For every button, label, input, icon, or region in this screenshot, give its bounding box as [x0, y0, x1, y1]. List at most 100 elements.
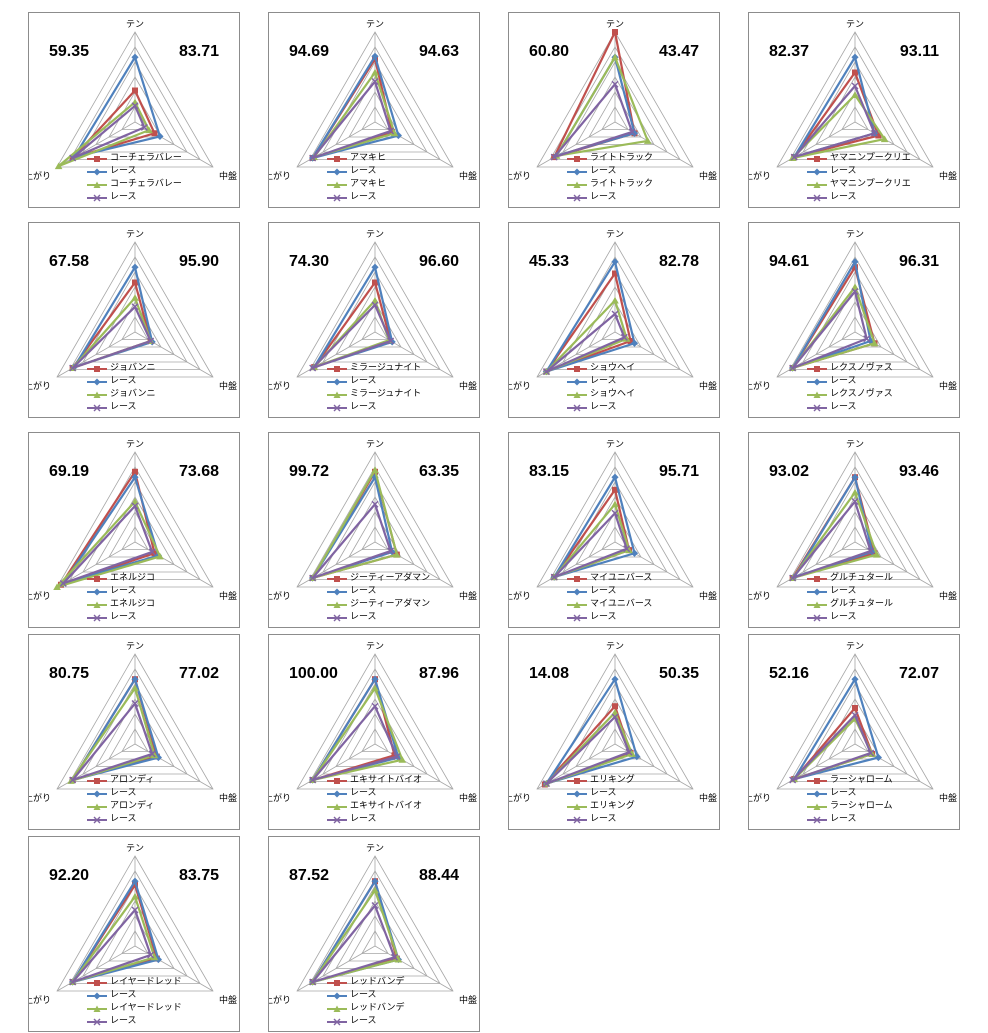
- race-series-2-point: [387, 127, 395, 135]
- horse-series-2-line: [791, 93, 886, 160]
- legend-item: レース: [567, 813, 635, 826]
- legend: エキサイトバイオ レース エキサイトバイオ レース: [327, 774, 422, 826]
- legend-label: レクスノヴァス: [830, 389, 893, 399]
- axis-label: テン: [366, 439, 384, 450]
- legend-label: レース: [350, 402, 377, 412]
- legend-item: グルチュタール: [807, 572, 893, 585]
- radar-axis: [854, 743, 934, 790]
- radar-gridline: [815, 286, 895, 355]
- legend-label: レース: [110, 192, 137, 202]
- legend-label: レース: [350, 166, 377, 176]
- legend: エネルジコ レース エネルジコ レース: [87, 572, 155, 624]
- race-series-2-line: [311, 303, 392, 370]
- race-series-2-point: [542, 780, 550, 788]
- legend-swatch: [567, 391, 587, 398]
- horse-series-point: [871, 550, 878, 557]
- horse-series-2-point: [851, 283, 859, 290]
- legend-marker: [813, 404, 821, 411]
- legend-label: ジョバンニ: [110, 389, 156, 399]
- horse-series-point: [132, 87, 138, 94]
- legend-marker: [93, 601, 101, 608]
- legend-marker: [93, 378, 101, 385]
- legend-label: レース: [350, 788, 377, 798]
- legend-marker: [334, 575, 340, 582]
- legend-item: ショウヘイ: [567, 388, 635, 401]
- legend-item: グルチュタール: [807, 598, 893, 611]
- legend-label: レース: [110, 788, 137, 798]
- legend: グルチュタール レース グルチュタール レース: [807, 572, 893, 624]
- legend-marker: [573, 194, 581, 201]
- right-score: 95.71: [658, 463, 699, 480]
- legend-item: エネルジコ: [87, 598, 155, 611]
- legend-marker: [333, 194, 341, 201]
- legend: マイユニバース レース マイユニバース レース: [567, 572, 652, 624]
- horse-series-2-point: [628, 750, 636, 757]
- legend-marker: [813, 614, 821, 621]
- legend-swatch: [327, 391, 347, 398]
- horse-series-point: [875, 132, 882, 139]
- legend-label: マイユニバース: [590, 573, 653, 583]
- legend-swatch: [807, 404, 827, 411]
- horse-series-2-point: [394, 955, 403, 963]
- radar-gridline: [549, 46, 681, 160]
- radar-gridline: [549, 466, 681, 580]
- legend-marker: [813, 601, 821, 608]
- horse-series-point: [852, 69, 858, 76]
- legend-label: レクスノヴァス: [830, 363, 893, 373]
- legend-swatch: [327, 790, 347, 797]
- axis-label: 上がり: [29, 590, 51, 602]
- legend-marker: [93, 194, 101, 201]
- radar-gridline: [361, 106, 389, 130]
- radar-axis: [374, 121, 454, 168]
- left-score: 74.30: [289, 253, 330, 270]
- legend-item: レース: [327, 989, 404, 1002]
- radar-axis: [776, 743, 856, 790]
- horse-series-2-point: [625, 546, 633, 554]
- legend-marker: [813, 181, 821, 188]
- legend-label: レース: [830, 402, 857, 412]
- race-series-2-line: [545, 715, 631, 785]
- axis-label: テン: [126, 229, 144, 240]
- radar-gridline: [296, 31, 454, 168]
- radar-gridline: [361, 728, 389, 752]
- horse-series-2-line: [69, 687, 156, 782]
- legend-swatch: [807, 155, 827, 162]
- legend-swatch: [567, 614, 587, 621]
- legend-label: ラーシャローム: [830, 801, 893, 811]
- legend-label: レース: [830, 612, 857, 622]
- legend-marker: [333, 378, 341, 385]
- legend-item: ジーティーアダマン: [327, 598, 430, 611]
- legend-swatch: [87, 816, 107, 823]
- legend-marker: [333, 992, 341, 999]
- radar-axis: [134, 743, 214, 790]
- legend-swatch: [87, 992, 107, 999]
- horse-series-2-point: [873, 551, 881, 558]
- radar-gridline: [802, 271, 908, 363]
- legend-item: レース: [327, 787, 422, 800]
- radar-gridline: [69, 870, 201, 984]
- legend-swatch: [327, 777, 347, 784]
- legend-swatch: [567, 803, 587, 810]
- legend-marker: [813, 168, 821, 175]
- legend-item: レース: [87, 191, 182, 204]
- horse-series-2-point: [371, 296, 379, 304]
- legend-label: レース: [350, 586, 377, 596]
- legend-swatch: [87, 181, 107, 188]
- horse-series-point: [132, 279, 138, 286]
- legend-item: アロンディ: [87, 774, 154, 787]
- right-score: 63.35: [418, 463, 459, 480]
- race-series-line: [62, 476, 160, 585]
- legend: コーチェラバレー レース コーチェラバレー レース: [87, 152, 182, 204]
- legend-marker: [574, 777, 580, 784]
- legend-swatch: [87, 168, 107, 175]
- axis-label: 上がり: [269, 170, 291, 182]
- legend-item: レクスノヴァス: [807, 362, 893, 375]
- axis-label: 上がり: [29, 170, 51, 182]
- race-series-2-point: [59, 579, 67, 587]
